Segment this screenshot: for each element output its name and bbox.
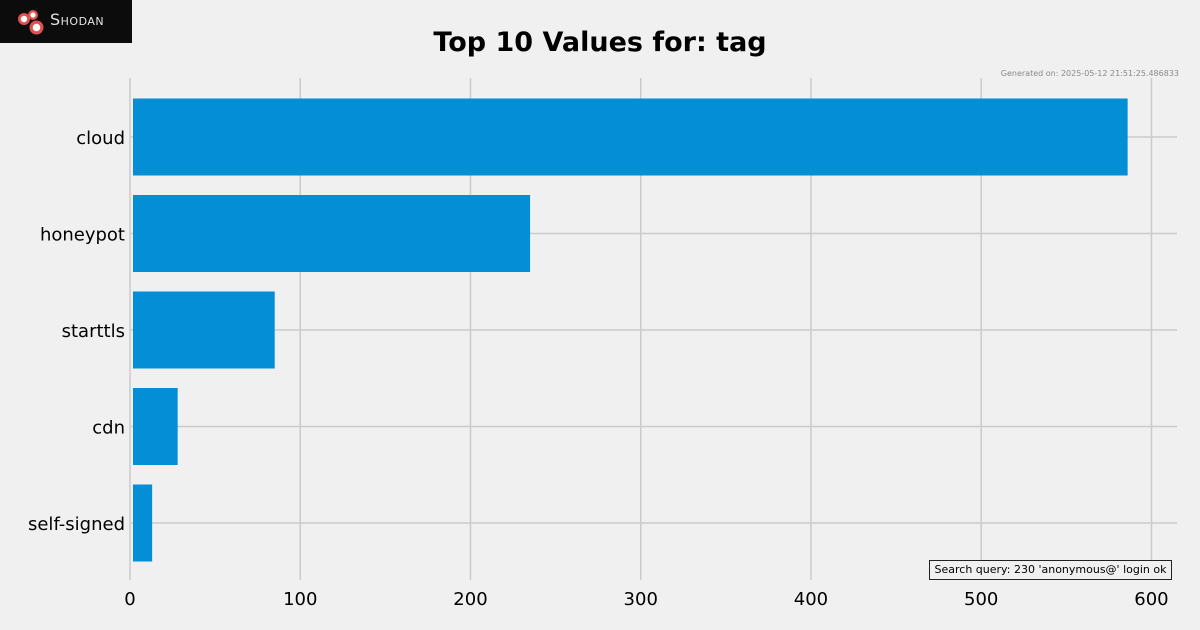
- chart-title: Top 10 Values for: tag: [433, 27, 767, 58]
- category-labels: cloud honeypot starttls cdn self-signed: [28, 128, 125, 535]
- x-tick-label: 300: [624, 589, 658, 610]
- shodan-logo-icon: [18, 10, 44, 35]
- category-label: self-signed: [28, 514, 125, 535]
- x-tick-label: 200: [453, 589, 487, 610]
- category-label: cdn: [92, 418, 125, 439]
- search-query-box: Search query: 230 'anonymous@' login ok: [929, 560, 1172, 580]
- bars: [133, 98, 1128, 562]
- x-tick-label: 100: [283, 589, 317, 610]
- shodan-brand-text: Shodan: [50, 10, 105, 29]
- category-label: starttls: [62, 321, 125, 342]
- bar-self-signed: [133, 484, 153, 562]
- category-label: cloud: [76, 128, 125, 149]
- x-tick-label: 500: [964, 589, 998, 610]
- bar-cloud: [133, 98, 1128, 176]
- bar-cdn: [133, 388, 178, 465]
- bar-honeypot: [133, 195, 531, 272]
- shodan-logo: Shodan: [0, 0, 132, 43]
- x-tick-label: 400: [794, 589, 828, 610]
- x-tick-label: 600: [1134, 589, 1168, 610]
- category-label: honeypot: [40, 225, 125, 246]
- x-tick-label: 0: [124, 589, 135, 610]
- x-tick-labels: 0 100 200 300 400 500 600: [124, 589, 1168, 610]
- generated-timestamp: Generated on: 2025-05-12 21:51:25.486833: [1000, 69, 1179, 78]
- bar-starttls: [133, 291, 275, 369]
